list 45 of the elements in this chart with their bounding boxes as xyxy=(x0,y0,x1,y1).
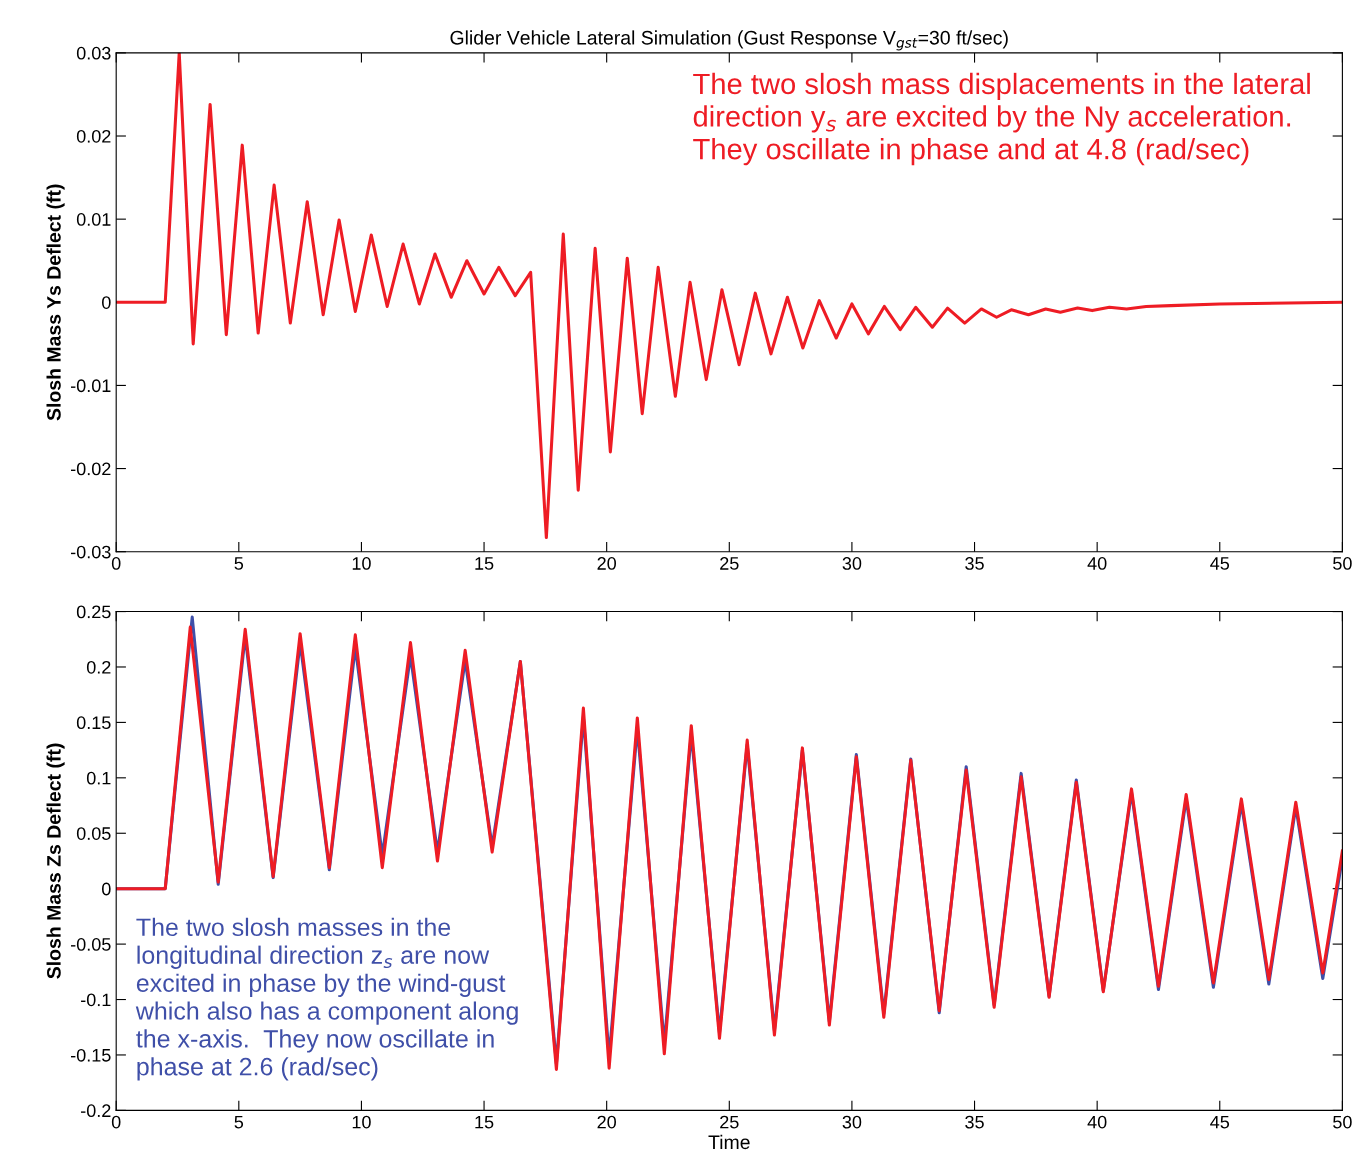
x-tick-label: 5 xyxy=(234,1115,244,1129)
x-tick-label: 35 xyxy=(965,1115,984,1129)
y-tick-label: 0.01 xyxy=(76,213,111,226)
x-axis-title: Time xyxy=(708,1134,750,1150)
y-tick-label: 0.25 xyxy=(76,605,111,619)
x-tick-label: 5 xyxy=(234,557,244,570)
y-tick-label: 0.1 xyxy=(86,771,111,785)
y-tick-label: -0.02 xyxy=(70,462,111,476)
annotation: The two slosh masses in the longitudinal direction z$_{s}$ are now excited in phase by the wind-gust which also has a component along the x-axis. They now oscillate in phase at 2.6 (rad/sec) xyxy=(135,917,518,1081)
y-tick-label: 0.02 xyxy=(76,129,111,143)
x-tick-label: 20 xyxy=(597,557,617,570)
x-tick-label: 30 xyxy=(842,557,862,570)
y-axis-title: Slosh Mass Ys Deflect (ft) xyxy=(46,184,65,421)
y-tick-label: -0.1 xyxy=(81,993,111,1007)
y-tick-label: -0.05 xyxy=(70,938,111,951)
y-tick-label: 0.2 xyxy=(86,660,111,674)
y-tick-label: -0.01 xyxy=(70,379,111,393)
x-tick-label: 40 xyxy=(1087,1115,1107,1129)
x-tick-label: 25 xyxy=(720,557,739,570)
y-tick-label: 0.05 xyxy=(76,827,111,840)
x-tick-label: 50 xyxy=(1333,557,1352,570)
chart-title: Glider Vehicle Lateral Simulation (Gust Response V$_{gst}$=30 ft/sec) xyxy=(450,30,1008,51)
y-axis-title: Slosh Mass Zs Deflect (ft) xyxy=(46,743,65,979)
x-tick-label: 10 xyxy=(352,557,371,570)
annotation: The two slosh mass displacements in the lateral direction y$_{s}$ are excited by the Ny acceleration. They oscillate in phase and at 4.8 (rad/sec) xyxy=(693,72,1310,166)
x-tick-label: 30 xyxy=(842,1115,862,1129)
x-tick-label: 40 xyxy=(1087,557,1107,570)
y-tick-label: -0.15 xyxy=(70,1048,111,1062)
x-tick-label: 15 xyxy=(475,557,494,570)
y-tick-label: 0 xyxy=(102,882,111,896)
y-tick-label: -0.2 xyxy=(81,1104,111,1118)
x-tick-label: 45 xyxy=(1210,1115,1230,1129)
y-tick-label: 0.03 xyxy=(76,46,111,60)
x-tick-label: 0 xyxy=(111,557,121,570)
x-tick-label: 45 xyxy=(1210,557,1230,570)
x-tick-label: 10 xyxy=(352,1115,371,1129)
y-tick-label: -0.03 xyxy=(70,545,111,559)
y-tick-label: 0.15 xyxy=(76,716,111,730)
x-tick-label: 35 xyxy=(965,557,984,570)
x-tick-label: 20 xyxy=(597,1115,617,1129)
x-tick-label: 0 xyxy=(111,1115,121,1129)
y-tick-label: 0 xyxy=(102,296,111,310)
x-tick-label: 50 xyxy=(1333,1115,1352,1129)
x-tick-label: 25 xyxy=(720,1115,739,1129)
x-tick-label: 15 xyxy=(475,1115,494,1129)
